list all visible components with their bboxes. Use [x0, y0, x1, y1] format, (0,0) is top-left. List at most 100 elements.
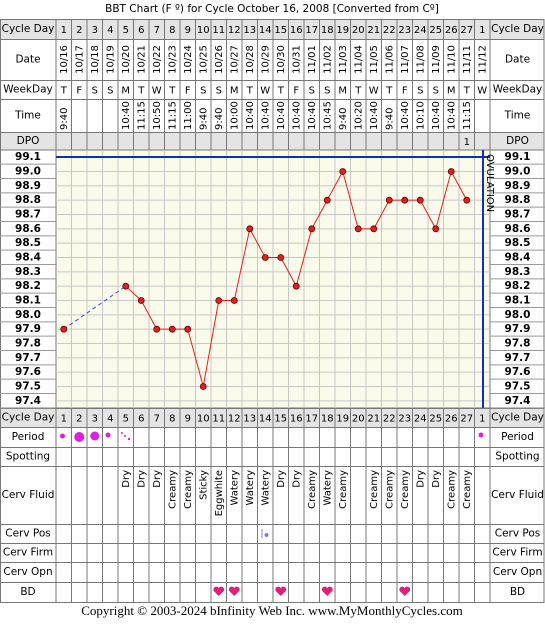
cell-text: 7	[154, 414, 160, 425]
cell-text: 26	[445, 414, 458, 425]
cell-text: Sticky	[198, 470, 209, 500]
cell-text: T	[168, 86, 176, 97]
temp-segment	[233, 228, 251, 301]
period-light	[478, 432, 484, 438]
y-tick-label: 98.5	[15, 237, 41, 249]
temp-point	[447, 168, 455, 175]
cell-text: 8	[169, 414, 175, 425]
temp-segment	[373, 199, 390, 230]
cell-text: 12	[228, 25, 241, 36]
cell-text: 13	[243, 414, 256, 425]
cell-text: T	[137, 86, 145, 97]
cell-text: 9:40	[384, 108, 395, 130]
y-tick-label: 97.5	[15, 381, 41, 393]
temp-segment	[187, 329, 204, 387]
cell-text: 27	[460, 414, 473, 425]
cell-text: 10:40	[400, 101, 411, 130]
cell-text: M	[121, 86, 130, 97]
cell-text: Creamy	[462, 470, 473, 509]
cell-text: 10:40	[307, 101, 318, 130]
cell-text: 18	[321, 25, 334, 36]
cell-text: 10/29	[260, 45, 271, 74]
cell-text: 11:15	[167, 101, 178, 130]
cell-text: S	[107, 86, 113, 97]
cell-text: 1	[61, 414, 67, 425]
row-label: BD	[510, 586, 525, 598]
temp-segment	[419, 199, 437, 230]
cell-text: 2	[76, 414, 82, 425]
cell-text: 11/09	[431, 45, 442, 74]
cell-text: 17	[305, 25, 318, 36]
period-spot	[121, 432, 123, 434]
cell-text: 10:00	[229, 101, 240, 130]
row-label: DPO	[17, 135, 40, 147]
row-label: Cerv Pos	[5, 528, 51, 540]
chart-title: BBT Chart (F º) for Cycle October 16, 20…	[105, 3, 439, 15]
cell-text: 8	[169, 25, 175, 36]
row-label: Cerv Firm	[3, 547, 53, 559]
cell-text: 1	[479, 25, 485, 36]
cell-text: 10:40	[121, 101, 132, 130]
cell-text: Dry	[431, 470, 442, 488]
row-label: WeekDay	[3, 84, 53, 96]
period-heavy	[74, 432, 85, 442]
row-label: Cerv Opn	[3, 566, 52, 578]
row-label: Cerv Pos	[495, 528, 541, 540]
cell-text: T	[354, 86, 362, 97]
cell-text: 26	[445, 25, 458, 36]
temp-point	[385, 196, 393, 204]
cell-text: Dry	[121, 470, 132, 488]
cell-text: 11	[212, 414, 225, 425]
temp-point	[184, 325, 192, 333]
heart	[228, 586, 240, 596]
temp-segment	[280, 257, 297, 287]
cell-text: 23	[398, 414, 411, 425]
cell-text: T	[277, 86, 285, 97]
cell-text: 11/03	[338, 45, 349, 74]
cell-text: 10/17	[74, 45, 85, 74]
y-tick-label: 98.9	[15, 180, 41, 192]
cell-text: 11/01	[307, 45, 318, 74]
cell-text: 10:40	[369, 101, 380, 130]
cell-text: 9	[185, 414, 191, 425]
cell-text: 20	[352, 414, 365, 425]
y-tick-label: 97.7	[15, 352, 41, 364]
cerv-pos-dot	[264, 533, 269, 537]
temp-point	[370, 225, 378, 233]
row-label: Spotting	[6, 451, 50, 463]
cell-text: 10:40	[446, 101, 457, 130]
row-label: WeekDay	[493, 84, 543, 96]
cell-text: 6	[138, 25, 144, 36]
y-tick-label: 97.9	[15, 323, 41, 335]
y-tick-label: 98.5	[505, 237, 531, 249]
cell-text: 15	[274, 25, 287, 36]
cell-text: 16	[290, 25, 303, 36]
cell-text: 21	[367, 25, 380, 36]
y-tick-label: 97.4	[505, 395, 531, 407]
cell-text: 10:10	[415, 101, 426, 130]
y-tick-label: 97.9	[505, 323, 531, 335]
cell-text: Dry	[291, 470, 302, 488]
cell-text: 2	[76, 25, 82, 36]
row-label: Cerv Fluid	[491, 489, 544, 501]
temp-point	[463, 196, 471, 204]
cell-text: 9:40	[198, 108, 209, 130]
temp-point	[122, 282, 130, 290]
row-border	[0, 582, 545, 603]
cell-text: 10:40	[245, 101, 256, 130]
cell-text: T	[385, 86, 393, 97]
period-icons	[60, 431, 484, 442]
cell-text: 20	[352, 25, 365, 36]
temp-segment	[450, 171, 468, 201]
temp-segment	[140, 300, 158, 330]
temp-point	[199, 383, 207, 390]
row-label: Date	[505, 54, 530, 66]
cell-text: 27	[460, 25, 473, 36]
row-label: Cycle Day	[491, 412, 544, 424]
y-tick-label: 98.0	[15, 309, 41, 321]
row-label: Cerv Firm	[492, 547, 542, 559]
cell-text: Dry	[276, 470, 287, 488]
temp-point	[416, 196, 424, 204]
ovulation-label: OVULATION	[484, 154, 495, 212]
